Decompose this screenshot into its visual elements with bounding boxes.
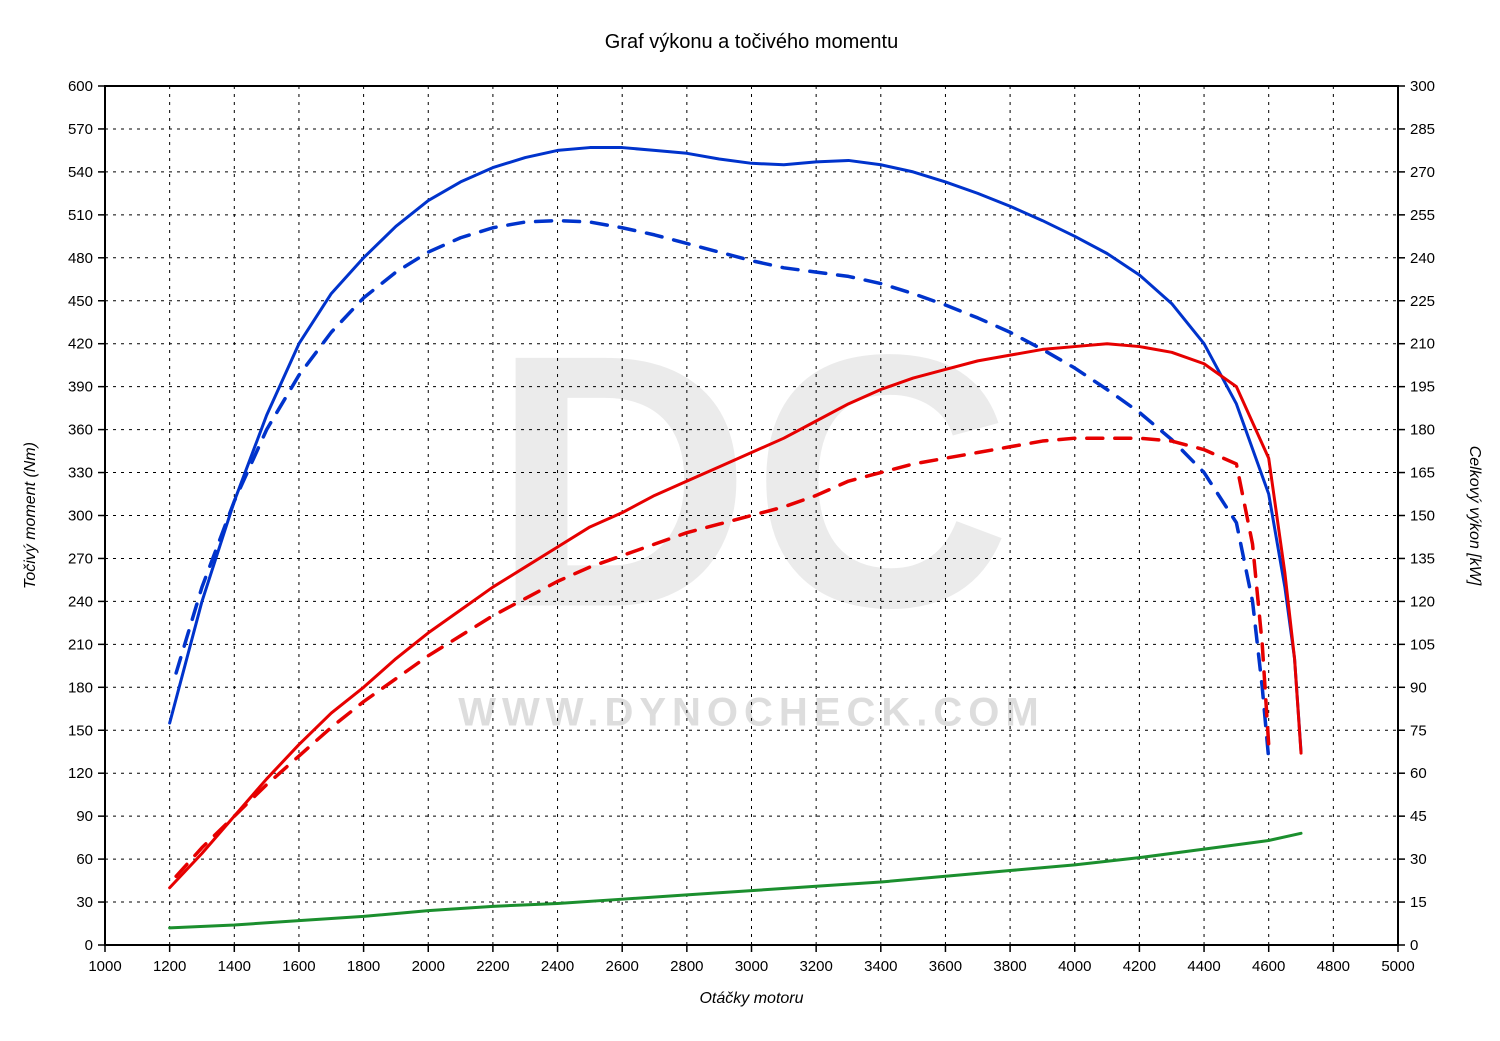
y-left-tick-label: 420	[68, 336, 93, 353]
y-left-tick-label: 390	[68, 379, 93, 396]
dyno-chart: DCWWW.DYNOCHECK.COM100012001400160018002…	[0, 0, 1500, 1041]
y-right-tick-label: 0	[1410, 937, 1418, 954]
x-tick-label: 3800	[993, 958, 1026, 975]
y-right-tick-label: 15	[1410, 894, 1427, 911]
y-right-tick-label: 120	[1410, 593, 1435, 610]
y-right-tick-label: 45	[1410, 808, 1427, 825]
y-left-tick-label: 60	[76, 851, 93, 868]
y-right-tick-label: 255	[1410, 207, 1435, 224]
y-right-tick-label: 60	[1410, 765, 1427, 782]
x-tick-label: 3600	[929, 958, 962, 975]
y-right-tick-label: 225	[1410, 293, 1435, 310]
y-right-tick-label: 30	[1410, 851, 1427, 868]
x-tick-label: 4400	[1187, 958, 1220, 975]
y-left-tick-label: 30	[76, 894, 93, 911]
y-right-tick-label: 105	[1410, 636, 1435, 653]
y-right-tick-label: 270	[1410, 164, 1435, 181]
x-tick-label: 2200	[476, 958, 509, 975]
y-right-tick-label: 90	[1410, 679, 1427, 696]
y-left-tick-label: 150	[68, 722, 93, 739]
y-right-tick-label: 240	[1410, 250, 1435, 267]
y-right-tick-label: 150	[1410, 508, 1435, 525]
y-left-tick-label: 600	[68, 78, 93, 95]
y-left-tick-label: 180	[68, 679, 93, 696]
y-right-tick-label: 75	[1410, 722, 1427, 739]
y-left-tick-label: 120	[68, 765, 93, 782]
x-tick-label: 1000	[88, 958, 121, 975]
y-right-tick-label: 180	[1410, 422, 1435, 439]
y-left-tick-label: 0	[85, 937, 93, 954]
y-left-tick-label: 450	[68, 293, 93, 310]
x-tick-label: 2600	[606, 958, 639, 975]
x-axis-label: Otáčky motoru	[699, 990, 803, 1007]
y-left-tick-label: 270	[68, 550, 93, 567]
x-tick-label: 2800	[670, 958, 703, 975]
chart-title: Graf výkonu a točivého momentu	[605, 31, 898, 53]
y-left-tick-label: 90	[76, 808, 93, 825]
y-left-tick-label: 240	[68, 593, 93, 610]
x-tick-label: 1200	[153, 958, 186, 975]
y-right-tick-label: 300	[1410, 78, 1435, 95]
x-tick-label: 4600	[1252, 958, 1285, 975]
y-left-tick-label: 330	[68, 465, 93, 482]
y-left-tick-label: 540	[68, 164, 93, 181]
x-tick-label: 2000	[412, 958, 445, 975]
y-left-tick-label: 360	[68, 422, 93, 439]
y-left-tick-label: 480	[68, 250, 93, 267]
y-left-tick-label: 570	[68, 121, 93, 138]
x-tick-label: 4000	[1058, 958, 1091, 975]
y-right-tick-label: 210	[1410, 336, 1435, 353]
y-left-axis-label: Točivý moment (Nm)	[22, 442, 39, 589]
x-tick-label: 3000	[735, 958, 768, 975]
x-tick-label: 1800	[347, 958, 380, 975]
y-left-tick-label: 510	[68, 207, 93, 224]
x-tick-label: 2400	[541, 958, 574, 975]
x-tick-label: 4800	[1317, 958, 1350, 975]
y-right-tick-label: 135	[1410, 550, 1435, 567]
x-tick-label: 3200	[799, 958, 832, 975]
y-right-axis-label: Celkový výkon [kW]	[1466, 446, 1483, 586]
x-tick-label: 1400	[218, 958, 251, 975]
y-left-tick-label: 210	[68, 636, 93, 653]
x-tick-label: 5000	[1381, 958, 1414, 975]
x-tick-label: 4200	[1123, 958, 1156, 975]
y-right-tick-label: 195	[1410, 379, 1435, 396]
y-right-tick-label: 165	[1410, 465, 1435, 482]
x-tick-label: 1600	[282, 958, 315, 975]
y-right-tick-label: 285	[1410, 121, 1435, 138]
y-left-tick-label: 300	[68, 508, 93, 525]
x-tick-label: 3400	[864, 958, 897, 975]
